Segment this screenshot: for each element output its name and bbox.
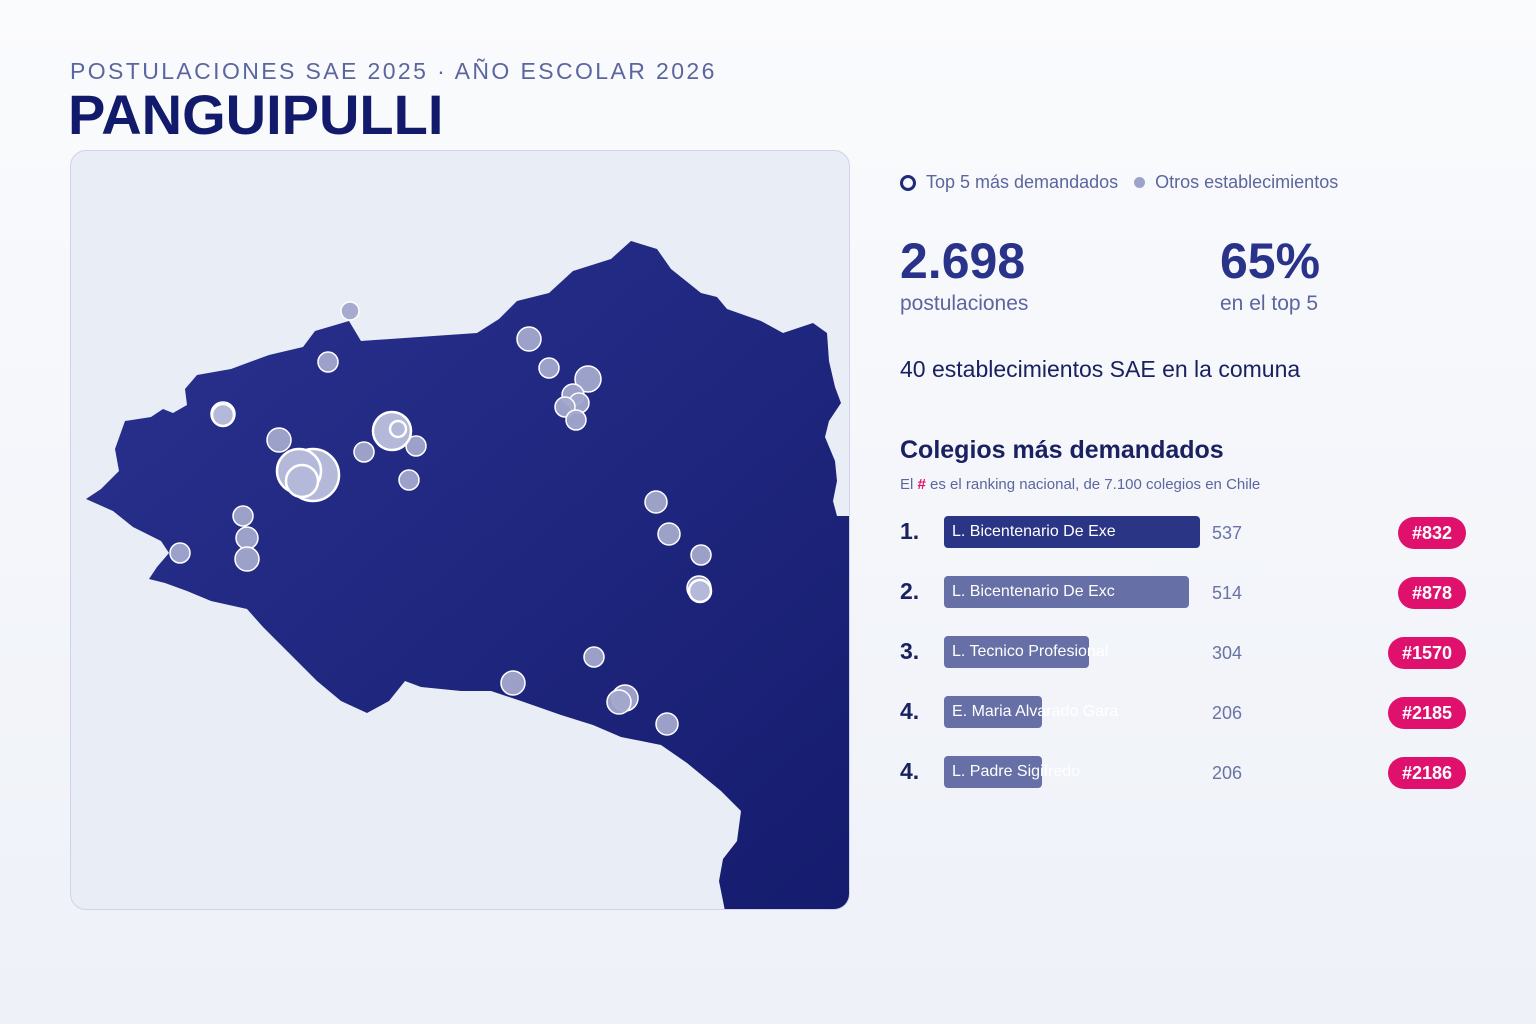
national-rank-badge: #2185 (1387, 697, 1466, 729)
school-marker[interactable] (340, 301, 360, 321)
ranking-position: 4. (900, 698, 920, 724)
school-marker[interactable] (565, 409, 587, 431)
map-legend: Top 5 más demandados Otros establecimien… (900, 172, 1338, 193)
top-school-marker[interactable] (687, 578, 713, 604)
ranking-position: 1. (900, 518, 920, 544)
school-marker[interactable] (235, 526, 259, 550)
application-count: 537 (1212, 523, 1243, 543)
school-marker[interactable] (644, 490, 668, 514)
ranking-position: 3. (900, 638, 920, 664)
school-marker[interactable] (606, 689, 632, 715)
school-name: L. Bicentenario De Exc (952, 583, 1115, 600)
top5-share-value: 65% (1220, 233, 1321, 289)
ranking-bar (944, 516, 1200, 548)
other-dot-icon (1134, 177, 1146, 188)
map-panel[interactable] (70, 150, 850, 910)
ranking-note-hash: # (917, 476, 926, 493)
school-marker[interactable] (690, 544, 712, 566)
top5-ring-icon (900, 174, 916, 191)
school-marker[interactable] (234, 546, 260, 572)
school-name: E. Maria Alvarado Gara (952, 703, 1119, 720)
ranking-row[interactable]: 4. L. Padre Sigifredo 206 #2186 (900, 754, 1466, 790)
application-count: 206 (1212, 703, 1243, 723)
ranking-title: Colegios más demandados (900, 436, 1224, 464)
ranking-note: El # es el ranking nacional, de 7.100 co… (900, 476, 1260, 493)
ranking-bar (944, 696, 1042, 728)
markers-layer (169, 301, 713, 736)
applications-value: 2.698 (900, 233, 1026, 289)
national-rank-badge: #2186 (1387, 757, 1466, 789)
school-name: L. Bicentenario De Exe (952, 523, 1116, 540)
school-marker[interactable] (583, 646, 605, 668)
ranking-note-suffix: es el ranking nacional, de 7.100 colegio… (930, 476, 1261, 493)
top-school-marker[interactable] (284, 463, 320, 499)
ranking-position: 4. (900, 758, 920, 784)
school-marker[interactable] (317, 351, 339, 373)
school-marker[interactable] (169, 542, 191, 564)
national-rank-badge: #1570 (1387, 637, 1466, 669)
page-subtitle: POSTULACIONES SAE 2025 · AÑO ESCOLAR 202… (70, 58, 717, 84)
school-marker[interactable] (655, 712, 679, 736)
national-rank-badge: #832 (1397, 517, 1466, 549)
top-school-marker[interactable] (210, 402, 236, 428)
legend-top5-label: Top 5 más demandados (926, 172, 1119, 192)
school-marker[interactable] (538, 357, 560, 379)
school-marker[interactable] (232, 505, 254, 527)
ranking-bar (944, 636, 1089, 668)
commune-region (86, 241, 849, 909)
commune-map[interactable] (71, 151, 849, 909)
school-marker[interactable] (405, 435, 427, 457)
legend-others-label: Otros establecimientos (1155, 172, 1339, 192)
national-rank-badge: #878 (1397, 577, 1466, 609)
page-title: PANGUIPULLI (68, 83, 444, 146)
top5-share-label: en el top 5 (1220, 292, 1319, 315)
school-marker[interactable] (516, 326, 542, 352)
school-marker[interactable] (266, 427, 292, 453)
ranking-note-prefix: El (900, 476, 914, 493)
ranking-bar (944, 756, 1042, 788)
ranking-row[interactable]: 4. E. Maria Alvarado Gara 206 #2185 (900, 694, 1466, 730)
school-marker[interactable] (574, 365, 602, 393)
ranking-position: 2. (900, 578, 920, 604)
ranking-row[interactable]: 1. L. Bicentenario De Exe 537 #832 (900, 514, 1466, 550)
establishments-count: 40 establecimientos SAE en la comuna (900, 356, 1301, 382)
application-count: 206 (1212, 763, 1243, 783)
school-marker[interactable] (353, 441, 375, 463)
top-school-marker[interactable] (388, 419, 408, 439)
ranking-row[interactable]: 2. L. Bicentenario De Exc 514 #878 (900, 574, 1466, 610)
ranking-row[interactable]: 3. L. Tecnico Profesional 304 #1570 (900, 634, 1466, 670)
school-name: L. Tecnico Profesional (952, 643, 1109, 660)
school-marker[interactable] (657, 522, 681, 546)
school-marker[interactable] (500, 670, 526, 696)
school-marker[interactable] (398, 469, 420, 491)
application-count: 514 (1212, 583, 1243, 603)
school-name: L. Padre Sigifredo (952, 763, 1081, 780)
applications-label: postulaciones (900, 292, 1029, 315)
ranking-bar (944, 576, 1189, 608)
application-count: 304 (1212, 643, 1243, 663)
